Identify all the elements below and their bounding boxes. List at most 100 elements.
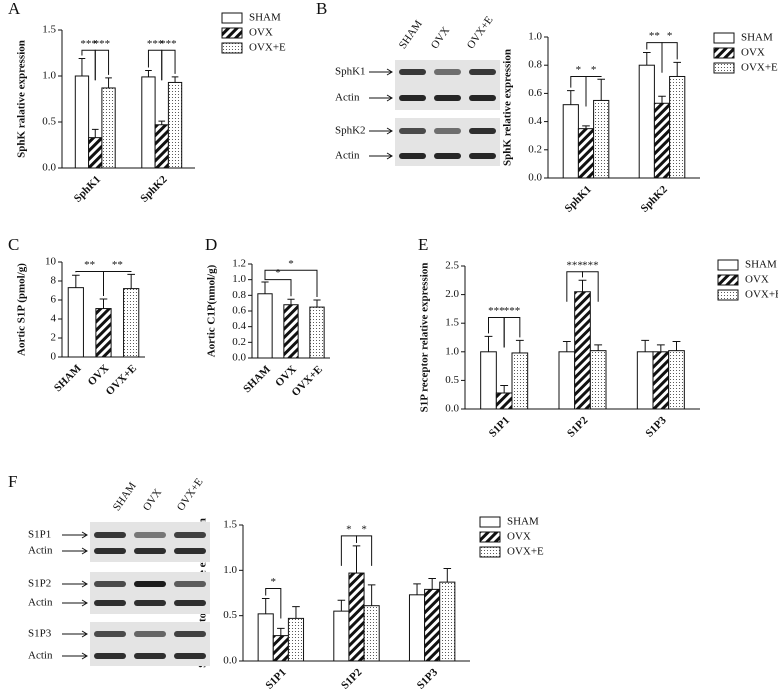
error-bar bbox=[500, 385, 509, 393]
legend-swatch bbox=[479, 531, 501, 543]
error-bar bbox=[594, 344, 603, 351]
y-tick-label: 1.0 bbox=[445, 345, 459, 357]
y-tick-label: 1.5 bbox=[445, 317, 459, 329]
x-tick-label: SphK2 bbox=[138, 173, 170, 205]
blot-band bbox=[174, 532, 206, 538]
bar bbox=[67, 287, 84, 358]
significance-label: * bbox=[346, 523, 352, 535]
significance-bracket bbox=[264, 269, 318, 298]
error-bar bbox=[287, 298, 295, 305]
y-axis-label: Aortic S1P (pmol/g) bbox=[16, 263, 28, 356]
significance-label: *** bbox=[504, 305, 521, 317]
y-tick-label: 0.4 bbox=[232, 320, 246, 332]
bar bbox=[74, 75, 90, 169]
bar bbox=[154, 124, 169, 169]
significance-label: * bbox=[576, 64, 582, 76]
significance-bracket bbox=[340, 535, 357, 566]
error-bar bbox=[658, 95, 666, 104]
blot-band bbox=[134, 631, 166, 637]
legend-label: OVX+E bbox=[741, 62, 778, 74]
significance-bracket bbox=[570, 75, 587, 107]
y-tick-label: 0 bbox=[51, 351, 57, 363]
x-tick-label: SHAM bbox=[241, 363, 273, 395]
significance-bracket bbox=[661, 42, 678, 73]
blot-band bbox=[399, 153, 426, 159]
panel-label: E bbox=[418, 235, 428, 254]
y-tick-label: 0.0 bbox=[528, 172, 542, 184]
significance-bracket bbox=[161, 49, 176, 81]
error-bar bbox=[127, 273, 135, 289]
row-label: SphK2 bbox=[335, 125, 366, 137]
row-label: S1P2 bbox=[28, 578, 51, 590]
significance-label: ** bbox=[112, 259, 123, 271]
blot-band bbox=[174, 548, 206, 554]
blot-strip bbox=[90, 572, 210, 614]
error-bar bbox=[313, 299, 321, 308]
error-bar bbox=[277, 627, 285, 636]
row-arrow bbox=[62, 547, 88, 555]
legend-label: OVX bbox=[741, 47, 765, 59]
y-tick-label: 1.0 bbox=[42, 70, 56, 82]
legend-label: SHAM bbox=[507, 516, 539, 528]
x-tick-label: S1P2 bbox=[339, 666, 365, 690]
blot-strip bbox=[395, 60, 500, 110]
error-bar bbox=[428, 577, 436, 590]
bar bbox=[123, 288, 140, 358]
y-tick-label: 0.2 bbox=[232, 336, 246, 348]
error-bar bbox=[337, 599, 346, 612]
row-label: Actin bbox=[335, 150, 360, 162]
error-bar bbox=[443, 568, 452, 583]
significance-bracket bbox=[585, 75, 602, 107]
x-tick-label: S1P1 bbox=[263, 666, 288, 690]
significance-label: *** bbox=[488, 305, 505, 317]
bar bbox=[257, 613, 274, 662]
legend-swatch bbox=[479, 516, 501, 528]
legend-label: OVX+E bbox=[507, 546, 544, 558]
row-arrow bbox=[62, 652, 88, 660]
significance-bracket bbox=[582, 271, 599, 302]
x-tick-label: OVX+E bbox=[104, 362, 139, 397]
y-tick-label: 10 bbox=[45, 256, 57, 268]
bar bbox=[257, 293, 273, 359]
panel-label: A bbox=[8, 0, 21, 18]
bar bbox=[283, 304, 299, 359]
blot-band bbox=[94, 600, 126, 606]
error-bar bbox=[567, 90, 575, 105]
significance-label: * bbox=[271, 576, 277, 588]
x-tick-label: SphK1 bbox=[563, 183, 594, 214]
error-bar bbox=[597, 78, 605, 101]
x-tick-label: SphK2 bbox=[639, 183, 671, 215]
error-bar bbox=[91, 128, 99, 138]
error-bar bbox=[643, 52, 651, 66]
y-tick-label: 0.6 bbox=[232, 305, 246, 317]
error-bar bbox=[72, 274, 80, 288]
bar bbox=[668, 350, 685, 410]
blot-band bbox=[434, 128, 461, 134]
blot-band bbox=[134, 581, 166, 587]
bar bbox=[511, 352, 529, 410]
bar bbox=[577, 128, 595, 179]
error-bar bbox=[367, 584, 376, 606]
y-tick-label: 0.2 bbox=[528, 143, 542, 155]
panel-label: C bbox=[8, 235, 19, 254]
bar bbox=[88, 137, 103, 169]
y-tick-label: 1.5 bbox=[223, 519, 237, 531]
blot-band bbox=[469, 95, 496, 101]
blot-band bbox=[134, 548, 166, 554]
y-tick-label: 1.5 bbox=[42, 24, 56, 36]
bar bbox=[558, 351, 576, 410]
error-bar bbox=[641, 339, 650, 352]
row-label: SphK1 bbox=[335, 66, 366, 78]
y-axis-label: S1P receptor relative expression bbox=[419, 263, 431, 413]
error-bar bbox=[413, 583, 421, 595]
blot-strip bbox=[90, 622, 210, 666]
row-label: Actin bbox=[335, 92, 360, 104]
blot-band bbox=[94, 532, 126, 538]
row-arrow bbox=[62, 580, 88, 588]
legend-swatch bbox=[713, 47, 735, 59]
lane-label: OVX bbox=[141, 487, 165, 513]
error-bar bbox=[352, 545, 361, 574]
error-bar bbox=[484, 335, 493, 352]
y-tick-label: 6 bbox=[51, 294, 57, 306]
error-bar bbox=[261, 281, 269, 294]
